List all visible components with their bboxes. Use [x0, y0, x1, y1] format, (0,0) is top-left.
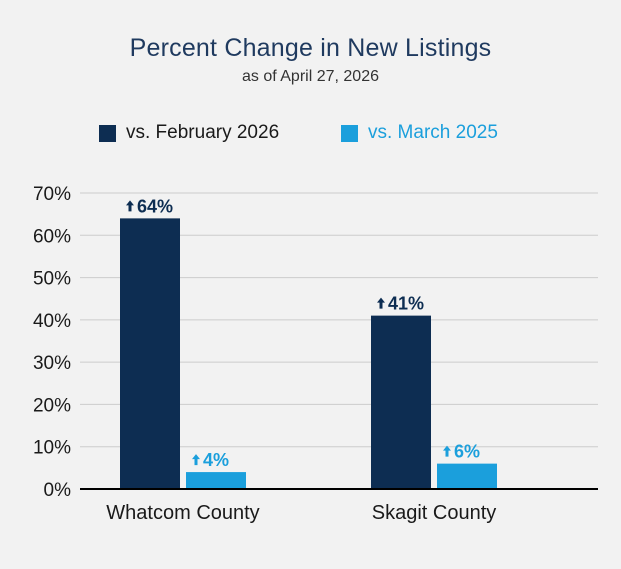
chart-subtitle: as of April 27, 2026	[242, 68, 379, 85]
up-arrow-icon	[377, 297, 385, 309]
data-label: 41%	[377, 294, 424, 314]
y-tick-label: 50%	[33, 269, 71, 290]
up-arrow-icon	[126, 200, 134, 212]
x-category-label: Whatcom County	[106, 502, 259, 524]
data-label: 64%	[126, 196, 173, 216]
legend-item-series-2: vs. March 2025	[341, 122, 498, 144]
data-label-text: 64%	[137, 196, 173, 216]
data-label: 4%	[192, 450, 229, 470]
data-label: 6%	[443, 442, 480, 462]
data-label-text: 4%	[203, 450, 229, 470]
bar	[371, 315, 431, 489]
legend-item-series-1: vs. February 2026	[99, 122, 279, 144]
data-label-text: 6%	[454, 442, 480, 462]
legend-label-series-1: vs. February 2026	[126, 122, 280, 143]
y-tick-label: 30%	[33, 353, 71, 374]
y-tick-label: 70%	[33, 184, 71, 205]
y-tick-label: 40%	[33, 311, 71, 332]
y-tick-label: 0%	[44, 480, 72, 501]
bar	[437, 463, 497, 489]
legend-label-series-2: vs. March 2025	[368, 122, 498, 143]
legend-swatch-series-1	[99, 124, 116, 142]
data-label-text: 41%	[388, 294, 424, 314]
legend-swatch-series-2	[341, 124, 358, 142]
y-tick-label: 10%	[33, 438, 71, 459]
x-category-label: Skagit County	[372, 502, 497, 524]
y-tick-label: 60%	[33, 226, 71, 247]
y-tick-label: 20%	[33, 395, 71, 416]
bar	[120, 218, 180, 489]
up-arrow-icon	[443, 445, 451, 457]
bar	[186, 472, 246, 489]
chart-title: Percent Change in New Listings	[129, 34, 492, 62]
up-arrow-icon	[192, 454, 200, 466]
